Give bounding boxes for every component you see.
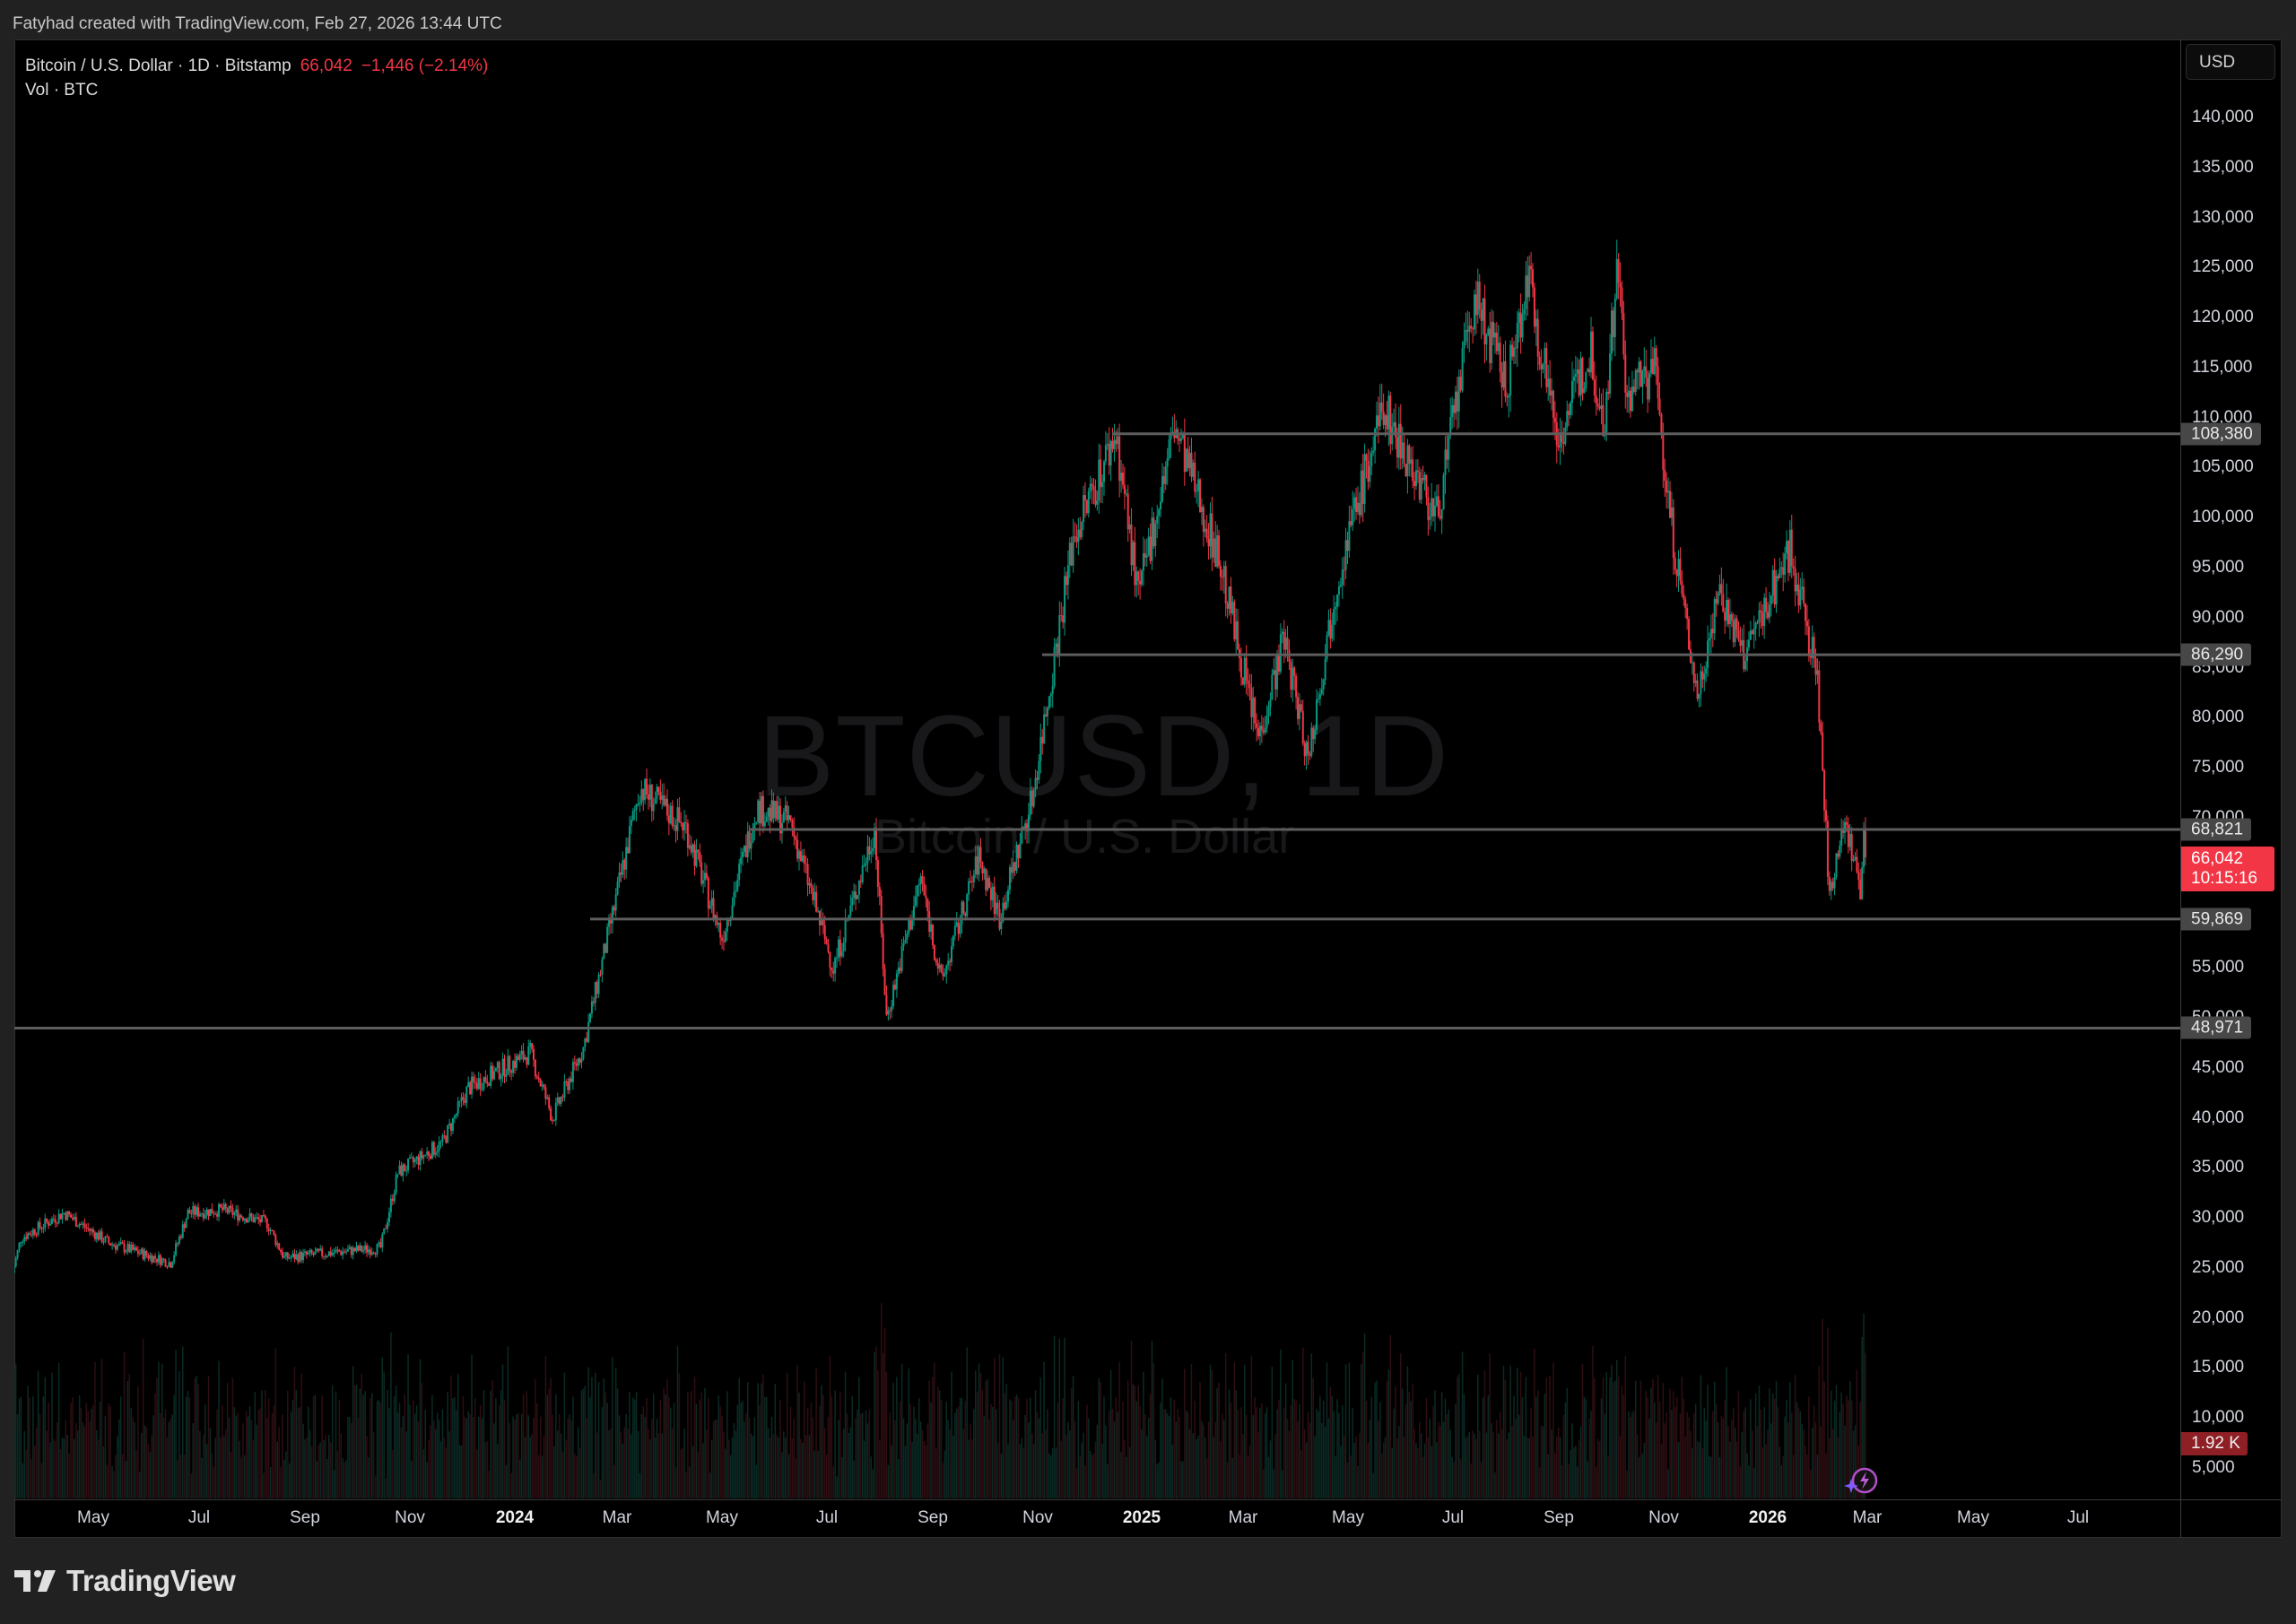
time-tick: 2024 xyxy=(495,1508,535,1527)
volume-value-label: 1.92 K xyxy=(2181,1432,2248,1455)
price-axis-divider xyxy=(2180,39,2181,1538)
price-tick: 5,000 xyxy=(2192,1458,2235,1477)
legend-symbol: Bitcoin / U.S. Dollar · 1D · Bitstamp xyxy=(25,56,291,75)
legend-change: −1,446 (−2.14%) xyxy=(361,56,489,75)
price-tick: 40,000 xyxy=(2192,1107,2245,1127)
time-tick: 2026 xyxy=(1748,1508,1787,1527)
price-tick: 80,000 xyxy=(2192,708,2245,727)
time-tick: Mar xyxy=(602,1508,632,1527)
price-tick: 100,000 xyxy=(2192,508,2254,527)
price-tick: 105,000 xyxy=(2192,457,2254,477)
lightning-assistant-icon[interactable] xyxy=(1843,1464,1879,1497)
price-tick: 30,000 xyxy=(2192,1208,2245,1228)
time-tick: May xyxy=(77,1508,109,1527)
candles xyxy=(14,239,1866,1273)
currency-button[interactable]: USD xyxy=(2186,44,2275,80)
time-tick: Mar xyxy=(1228,1508,1258,1527)
level-price-label: 59,869 xyxy=(2181,908,2252,931)
tradingview-logo[interactable]: TradingView xyxy=(14,1564,236,1598)
time-tick: Sep xyxy=(290,1508,320,1527)
level-price-label: 108,380 xyxy=(2181,422,2261,446)
time-tick: Mar xyxy=(1852,1508,1883,1527)
level-price-label: 48,971 xyxy=(2181,1016,2252,1039)
price-tick: 140,000 xyxy=(2192,108,2254,126)
legend-price: 66,042 xyxy=(300,56,352,75)
chart-credit: Fatyhad created with TradingView.com, Fe… xyxy=(13,14,502,33)
current-price-label: 66,042 10:15:16 xyxy=(2181,847,2274,891)
price-tick: 45,000 xyxy=(2192,1057,2245,1077)
legend-symbol-row[interactable]: Bitcoin / U.S. Dollar · 1D · Bitstamp 66,… xyxy=(25,54,488,78)
time-tick: 2025 xyxy=(1122,1508,1161,1527)
price-tick: 25,000 xyxy=(2192,1257,2245,1277)
price-tick: 35,000 xyxy=(2192,1158,2245,1177)
time-tick: Jul xyxy=(2066,1508,2090,1527)
time-tick: Sep xyxy=(1544,1508,1574,1527)
price-tick: 125,000 xyxy=(2192,257,2254,277)
price-tick: 90,000 xyxy=(2192,607,2245,627)
price-tick: 95,000 xyxy=(2192,558,2245,577)
time-tick: Nov xyxy=(395,1508,425,1527)
time-tick: Nov xyxy=(1648,1508,1679,1527)
price-tick: 130,000 xyxy=(2192,207,2254,227)
price-tick: 10,000 xyxy=(2192,1408,2245,1428)
time-tick: Sep xyxy=(918,1508,948,1527)
price-tick: 75,000 xyxy=(2192,758,2245,777)
time-tick: May xyxy=(1332,1508,1364,1527)
price-tick: 20,000 xyxy=(2192,1307,2245,1327)
time-tick: Nov xyxy=(1022,1508,1053,1527)
time-axis-divider xyxy=(14,1499,2282,1500)
price-tick: 15,000 xyxy=(2192,1358,2245,1377)
level-price-label: 86,290 xyxy=(2181,643,2252,666)
tradingview-logo-icon xyxy=(14,1570,56,1592)
time-tick: Jul xyxy=(815,1508,839,1527)
price-tick: 135,000 xyxy=(2192,157,2254,177)
tradingview-logo-text: TradingView xyxy=(66,1564,236,1597)
current-price-value: 66,042 xyxy=(2191,849,2244,868)
price-tick: 110,000 xyxy=(2192,407,2253,427)
volume-bars xyxy=(14,1303,1866,1498)
price-tick: 120,000 xyxy=(2192,308,2254,327)
level-price-label: 68,821 xyxy=(2181,818,2252,841)
bar-countdown: 10:15:16 xyxy=(2191,869,2257,888)
legend-volume-row[interactable]: Vol · BTC xyxy=(25,81,99,100)
price-tick: 115,000 xyxy=(2192,357,2253,377)
price-tick: 55,000 xyxy=(2192,958,2245,977)
time-tick: May xyxy=(1957,1508,1989,1527)
time-tick: Jul xyxy=(187,1508,211,1527)
price-chart-canvas[interactable] xyxy=(14,39,2180,1499)
time-tick: May xyxy=(706,1508,738,1527)
time-tick: Jul xyxy=(1441,1508,1465,1527)
chart-frame[interactable] xyxy=(14,39,2282,1538)
chart-legend: Bitcoin / U.S. Dollar · 1D · Bitstamp 66,… xyxy=(25,54,488,102)
